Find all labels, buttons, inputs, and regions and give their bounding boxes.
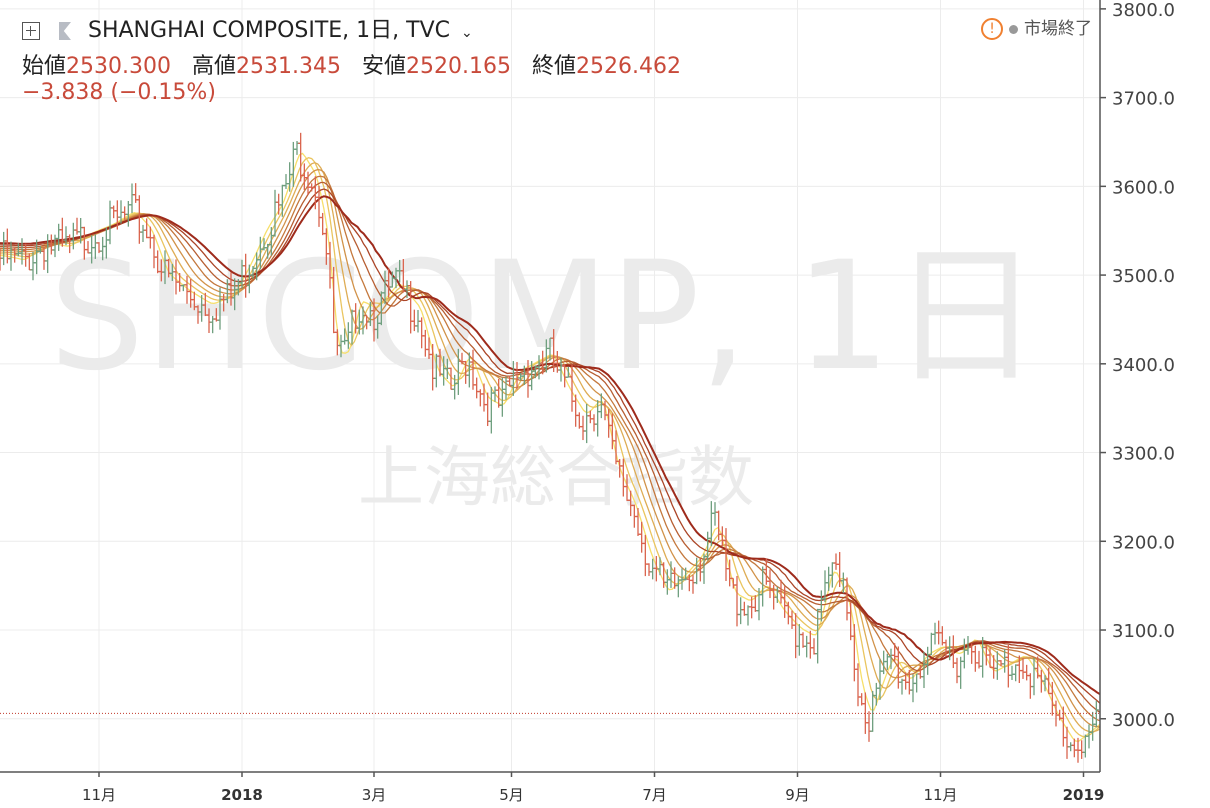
- y-tick-label: 3100.0: [1112, 621, 1175, 642]
- ohlc-bar: [1086, 724, 1092, 749]
- high-value: 2531.345: [236, 54, 341, 79]
- x-tick-label: 11月: [923, 786, 957, 804]
- x-tick-label: 7月: [642, 786, 667, 804]
- low-value: 2520.165: [405, 54, 511, 79]
- ohlc-bar: [580, 415, 586, 441]
- ohlc-bar: [826, 566, 832, 591]
- ohlc-bar: [994, 651, 1000, 680]
- ohlc-bar: [954, 657, 960, 684]
- ohlc-bar: [899, 678, 905, 695]
- ohlc-bar: [657, 557, 663, 576]
- low-label: 安値: [361, 54, 406, 79]
- ohlc-bar: [972, 645, 978, 672]
- collapse-toggle-icon[interactable]: [22, 22, 40, 40]
- ohlc-bar: [129, 183, 135, 214]
- ohlc-bar: [851, 624, 857, 682]
- market-status-label: 市場終了: [1024, 19, 1092, 39]
- warning-icon[interactable]: !: [981, 18, 1003, 40]
- x-tick-label: 2019: [1063, 786, 1105, 804]
- ohlc-bar: [818, 590, 824, 622]
- ohlc-bar: [811, 638, 817, 655]
- ohlc-bar: [873, 682, 879, 706]
- change-value: −3.838 (−0.15%): [22, 80, 216, 105]
- y-tick-label: 3300.0: [1112, 444, 1175, 465]
- y-tick-label: 3000.0: [1112, 710, 1175, 731]
- ohlc-bar: [848, 602, 854, 641]
- ohlc-bar: [767, 569, 773, 599]
- ribbon-line-7: [0, 195, 1101, 696]
- ohlc-bar: [932, 622, 938, 645]
- ohlc-bar: [276, 193, 282, 215]
- ohlc-bar: [815, 608, 821, 664]
- market-status: ! 市場終了: [981, 14, 1092, 40]
- high-label: 高値: [191, 54, 236, 79]
- open-value: 2530.300: [66, 54, 171, 79]
- ohlc-bar: [866, 711, 872, 742]
- ohlc-bar: [697, 558, 703, 582]
- ohlc-bar: [1068, 742, 1074, 752]
- ohlc-bar: [675, 576, 681, 598]
- ohlc-bar: [584, 403, 590, 444]
- x-tick-label: 3月: [362, 786, 387, 804]
- open-label: 始値: [22, 54, 67, 79]
- symbol-title[interactable]: SHANGHAI COMPOSITE, 1日, TVC: [88, 18, 450, 43]
- ohlc-bar: [752, 595, 758, 612]
- ohlc-bars: [0, 132, 1099, 763]
- watermark-symbol: SHCOMP, 1日: [49, 230, 1040, 404]
- ohlc-bar: [1009, 665, 1015, 681]
- ohlc-bar: [807, 630, 813, 659]
- x-tick-label: 2018: [221, 786, 263, 804]
- ohlc-bar: [646, 563, 652, 576]
- legend-title-row: SHANGHAI COMPOSITE, 1日, TVC ⌄: [22, 12, 473, 44]
- ohlc-bar: [734, 575, 740, 627]
- ohlc-bar: [111, 205, 117, 219]
- ohlc-bar: [991, 655, 997, 679]
- y-tick-label: 3200.0: [1112, 532, 1175, 553]
- ohlc-bar: [833, 553, 839, 570]
- ohlc-bar: [705, 531, 711, 561]
- ohlc-bar: [1013, 664, 1019, 682]
- ohlc-bar: [741, 601, 747, 616]
- ohlc-bar: [914, 673, 920, 693]
- ohlc-bar: [756, 588, 762, 621]
- y-tick-label: 3800.0: [1112, 0, 1175, 21]
- ohlc-bar: [961, 638, 967, 669]
- ohlc-bar: [591, 414, 597, 432]
- ohlc-bar: [690, 575, 696, 594]
- close-value: 2526.462: [575, 54, 681, 79]
- close-label: 終値: [531, 54, 576, 79]
- ohlc-bar: [804, 635, 810, 658]
- ohlc-bar: [738, 597, 744, 625]
- ohlc-bar: [1093, 700, 1099, 728]
- ohlc-bar: [1020, 658, 1026, 679]
- symbol-flag-icon: [59, 22, 71, 40]
- watermark-name: 上海総合指数: [358, 439, 754, 516]
- y-tick-label: 3700.0: [1112, 89, 1175, 110]
- ohlc-bar: [1024, 664, 1030, 681]
- ohlc-bar: [800, 632, 806, 648]
- chevron-down-icon[interactable]: ⌄: [461, 25, 473, 41]
- x-tick-label: 5月: [499, 786, 524, 804]
- y-tick-label: 3400.0: [1112, 355, 1175, 376]
- status-dot-icon: [1009, 24, 1018, 34]
- ohlc-bar: [745, 605, 751, 626]
- ohlc-bar: [987, 647, 993, 669]
- ohlc-row: 始値2530.300 高値2531.345 安値2520.165 終値2526.…: [22, 48, 681, 80]
- x-tick-label: 9月: [785, 786, 810, 804]
- x-tick-label: 11月: [82, 786, 116, 804]
- ohlc-bar: [701, 553, 707, 584]
- ribbon-line-6: [0, 188, 1101, 704]
- y-tick-label: 3500.0: [1112, 266, 1175, 287]
- y-tick-label: 3600.0: [1112, 177, 1175, 198]
